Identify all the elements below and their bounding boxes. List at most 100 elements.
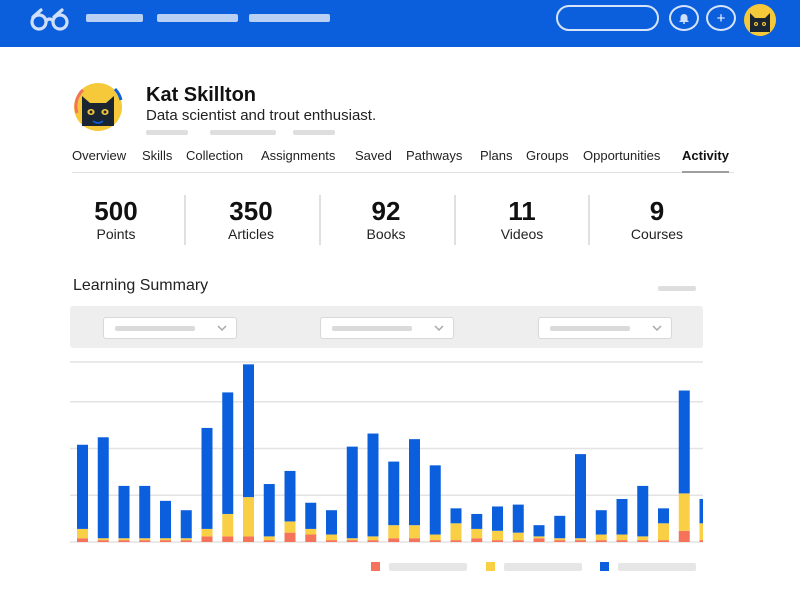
stat-articles: 350 Articles (191, 197, 311, 243)
tab-pathways[interactable]: Pathways (406, 148, 463, 163)
bar-segment-5-3 (160, 500, 171, 539)
tab-assignments[interactable]: Assignments (261, 148, 336, 163)
bar-segment-20-2 (471, 528, 483, 539)
notifications-button[interactable] (669, 5, 699, 31)
bar-segment-3-1 (118, 540, 130, 542)
bar-segment-9-1 (243, 536, 254, 542)
bar-segment-28-1 (637, 540, 649, 542)
learning-summary-title: Learning Summary (73, 277, 209, 294)
bar-segment-6-3 (180, 510, 192, 539)
bar-segment-25-3 (575, 454, 586, 539)
chevron-down-icon (217, 325, 227, 332)
stat-label: Books (366, 226, 406, 242)
legend-swatch-yellow (486, 562, 495, 571)
stat-videos: 11 Videos (462, 197, 582, 243)
bar-segment-14-1 (346, 540, 358, 542)
bar-segment-13-3 (326, 510, 337, 535)
user-avatar[interactable] (744, 4, 776, 36)
nav-link-placeholder-3[interactable] (249, 14, 330, 22)
bar-segment-9-3 (243, 364, 254, 498)
stat-courses: 9 Courses (597, 197, 717, 243)
bar-segment-16-3 (388, 461, 400, 526)
bar-segment-10-2 (263, 536, 275, 541)
bar-segment-2-3 (97, 437, 109, 539)
bar-segment-23-2 (533, 536, 545, 539)
tab-activity[interactable]: Activity (682, 148, 729, 173)
bar-segment-31-3 (699, 498, 703, 524)
stat-value: 92 (371, 196, 401, 226)
profile-meta-placeholder-3 (293, 130, 335, 135)
bar-segment-18-2 (429, 534, 441, 541)
bar-segment-23-3 (533, 525, 545, 537)
profile-bio: Data scientist and trout enthusiast. (146, 107, 377, 124)
bar-segment-12-1 (305, 534, 317, 542)
tab-plans[interactable]: Plans (480, 148, 513, 163)
bar-segment-19-3 (450, 508, 462, 524)
bar-segment-11-1 (284, 532, 296, 542)
bar-segment-7-3 (201, 427, 213, 529)
stat-divider (454, 195, 456, 245)
glasses-icon[interactable] (29, 6, 71, 32)
bar-segment-31-2 (699, 523, 703, 541)
tab-skills[interactable]: Skills (142, 148, 173, 163)
bar-segment-29-2 (658, 523, 669, 541)
bar-segment-15-2 (367, 536, 379, 541)
bar-segment-17-3 (409, 439, 420, 526)
bar-segment-2-1 (97, 540, 109, 542)
bar-segment-22-3 (512, 504, 524, 533)
add-button[interactable]: + (706, 5, 736, 31)
plus-icon: + (716, 9, 726, 27)
bar-segment-4-1 (139, 540, 151, 542)
select-value-placeholder (115, 326, 195, 331)
tab-opportunities[interactable]: Opportunities (583, 148, 661, 163)
bar-segment-24-2 (554, 538, 566, 541)
bar-segment-12-2 (305, 528, 317, 535)
bar-segment-6-2 (180, 538, 192, 541)
tab-groups[interactable]: Groups (526, 148, 569, 163)
profile-name: Kat Skillton (146, 84, 257, 106)
bar-segment-6-1 (180, 540, 192, 542)
bar-segment-4-2 (139, 538, 151, 541)
bar-segment-18-3 (429, 465, 441, 535)
nav-link-placeholder-1[interactable] (86, 14, 143, 22)
bar-segment-21-3 (492, 506, 503, 531)
bar-segment-29-3 (658, 508, 669, 524)
legend-label-placeholder (389, 563, 467, 571)
bar-segment-11-2 (284, 521, 296, 533)
bar-segment-18-1 (429, 540, 441, 542)
bar-segment-25-2 (575, 538, 586, 541)
stat-value: 500 (94, 196, 138, 226)
stat-label: Videos (500, 226, 544, 242)
profile-meta-placeholder-2 (210, 130, 276, 135)
bar-segment-20-3 (471, 513, 483, 529)
stat-divider (319, 195, 321, 245)
legend-label-placeholder (504, 563, 582, 571)
bar-segment-15-3 (367, 433, 379, 537)
filter-select-2[interactable] (320, 317, 454, 339)
bar-segment-13-1 (326, 540, 337, 542)
filter-select-3[interactable] (538, 317, 672, 339)
bar-segment-30-3 (678, 390, 690, 494)
search-input[interactable] (556, 5, 659, 31)
chevron-down-icon (652, 325, 662, 332)
bell-icon (679, 14, 689, 24)
bar-segment-22-2 (512, 532, 524, 541)
bar-segment-27-1 (616, 540, 628, 542)
stat-value: 9 (649, 196, 665, 226)
bar-segment-13-2 (326, 534, 337, 541)
bar-segment-7-1 (201, 536, 213, 542)
bar-segment-7-2 (201, 528, 213, 537)
bar-segment-10-1 (263, 540, 275, 542)
bar-segment-17-1 (409, 538, 420, 542)
filter-select-1[interactable] (103, 317, 237, 339)
nav-link-placeholder-2[interactable] (157, 14, 238, 22)
bar-segment-21-1 (492, 540, 503, 542)
summary-action-placeholder[interactable] (658, 286, 696, 291)
bar-segment-21-2 (492, 530, 503, 541)
cat-avatar-icon (74, 83, 123, 131)
stat-value: 11 (508, 196, 536, 226)
bar-segment-1-1 (77, 538, 88, 542)
tab-saved[interactable]: Saved (355, 148, 392, 163)
tab-overview[interactable]: Overview (72, 148, 127, 163)
tab-collection[interactable]: Collection (186, 148, 244, 163)
